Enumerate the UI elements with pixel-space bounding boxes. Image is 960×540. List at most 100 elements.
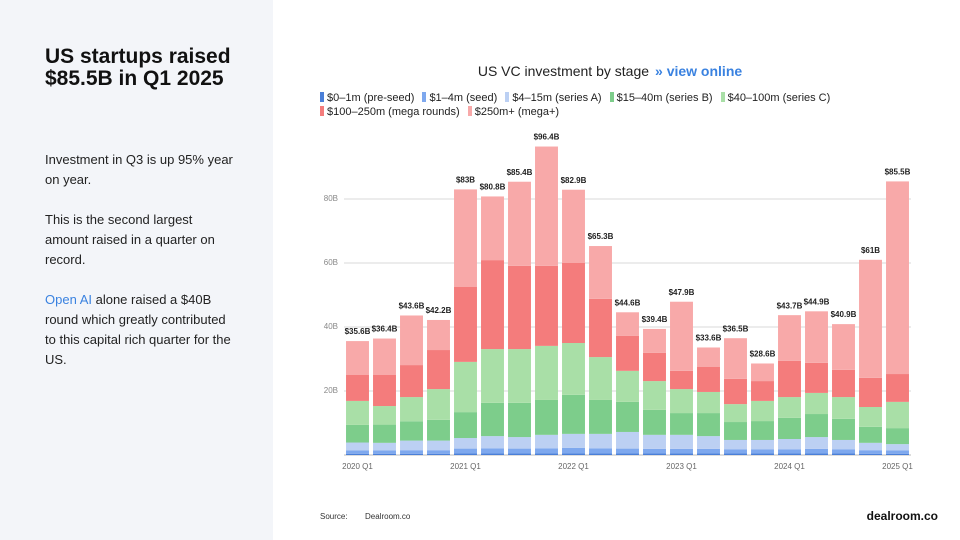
bar-segment [670,301,693,371]
total-label: $28.6B [750,350,776,359]
bar-segment [724,378,747,405]
bar-segment [643,453,666,455]
legend-item: $0–1m (pre-seed) [320,91,414,105]
bar-segment [562,189,585,263]
legend-label: $100–250m (mega rounds) [327,106,460,118]
bar-segment [832,439,855,450]
bar-segment [535,146,558,266]
bar-segment [751,363,774,382]
x-tick-label: 2024 Q1 [774,462,805,471]
bar-segment [832,397,855,419]
bar-segment [724,453,747,455]
legend-label: $0–1m (pre-seed) [327,92,415,104]
bar-segment [778,315,801,361]
total-label: $33.6B [696,334,722,343]
total-label: $61B [861,246,880,255]
logo: dealroom.co [867,509,938,523]
bar-segment [805,392,828,415]
side-panel: US startups raised $85.5B in Q1 2025 Inv… [0,0,273,540]
legend-swatch [320,92,324,102]
bar-segment [481,448,504,454]
bar-segment [832,418,855,440]
bar-segment [643,381,666,410]
legend-label: $4–15m (series A) [512,92,602,104]
bar-segment [400,450,423,454]
bar-segment [778,417,801,439]
bar-segment [373,375,396,407]
bar-segment [400,421,423,441]
paragraph-text: alone raised a $40B round which greatly … [45,292,231,367]
bar-segment [427,389,450,420]
bar-segment [670,448,693,454]
bar-segment [886,181,909,375]
bar-segment [616,448,639,454]
bar-segment [400,315,423,366]
bar-segment [859,450,882,454]
bar-segment [562,453,585,455]
view-online-link[interactable]: » view online [655,63,743,79]
bar-segment [400,453,423,455]
total-label: $36.4B [372,325,398,334]
bar-segment [643,434,666,449]
y-tick-label: 60B [324,258,338,267]
bar-segment [427,453,450,455]
bar-segment [346,450,369,454]
bar-segment [859,453,882,455]
bar-segment [589,246,612,299]
bar-segment [805,448,828,454]
total-label: $96.4B [534,133,560,142]
bar-segment [589,298,612,358]
bar-segment [373,424,396,443]
legend-item: $4–15m (series A) [505,91,602,105]
bar-segment [670,389,693,414]
bar-segment [508,181,531,266]
bar-segment [589,357,612,400]
bar-segment [778,439,801,450]
bar-segment [400,397,423,422]
bar-segment [535,448,558,454]
bar-segment [724,439,747,450]
bar-segment [481,196,504,261]
bar-segment [562,263,585,343]
bar-segment [562,447,585,454]
bar-segment [346,341,369,375]
bar-segment [535,434,558,449]
bar-segment [697,367,720,392]
bar-segment [724,338,747,379]
bar-segment [778,360,801,398]
y-tick-label: 80B [324,194,338,203]
total-label: $80.8B [480,183,506,192]
total-label: $44.6B [615,298,641,307]
y-tick-label: 20B [324,386,338,395]
headline: US startups raised $85.5B in Q1 2025 [45,45,231,90]
bar-segment [751,400,774,422]
total-label: $83B [456,176,475,185]
bar-segment [481,453,504,455]
bar-segment [724,449,747,454]
bar-segment [535,345,558,400]
bar-segment [670,370,693,390]
bar-segment [643,328,666,353]
legend-label: $40–100m (series C) [727,92,831,104]
total-label: $44.9B [804,297,830,306]
bar-segment [508,402,531,438]
bar-segment [535,399,558,435]
link[interactable]: Open AI [45,292,92,307]
legend-item: $1–4m (seed) [422,91,497,105]
bar-segment [643,448,666,454]
legend-swatch [422,92,427,102]
total-label: $40.9B [831,310,857,319]
x-tick-label: 2023 Q1 [666,462,697,471]
x-tick-label: 2021 Q1 [450,462,481,471]
bar-segment [751,421,774,440]
bar-segment [454,412,477,439]
bar-segment [670,453,693,455]
bar-segment [697,347,720,367]
bar-segment [427,450,450,454]
bar-segment [805,437,828,449]
bar-segment [805,453,828,455]
total-label: $47.9B [669,288,695,297]
bar-segment [427,350,450,390]
